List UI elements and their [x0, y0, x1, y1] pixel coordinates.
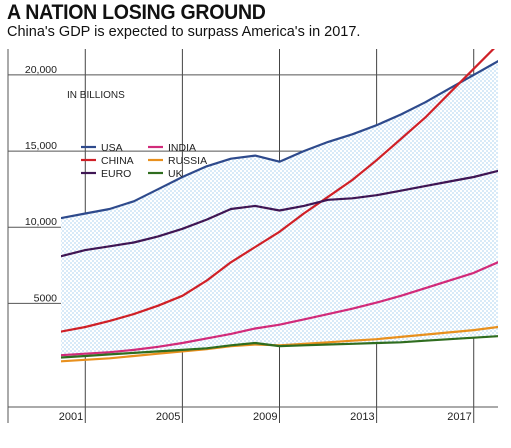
- series-line-uk: [61, 335, 498, 359]
- y-tick-label: 5000: [34, 292, 58, 304]
- chart-title: A NATION LOSING GROUND: [7, 1, 266, 24]
- series-line-usa: [61, 60, 498, 220]
- y-tick-label: 20,000: [25, 64, 57, 76]
- unit-label: IN BILLIONS: [67, 90, 125, 101]
- legend-label-euro: EURO: [101, 168, 131, 180]
- x-tick-label: 2001: [59, 411, 83, 423]
- shaded-band: [61, 61, 498, 358]
- x-tick-label: 2013: [350, 411, 374, 423]
- x-tick-label: 2005: [156, 411, 180, 423]
- y-axis: 5000 10,000 15,000 20,000: [25, 64, 57, 305]
- legend-label-uk: UK: [168, 168, 183, 180]
- legend-label-india: INDIA: [168, 142, 196, 154]
- series-line-euro: [61, 169, 498, 258]
- x-tick-label: 2009: [253, 411, 277, 423]
- legend-label-usa: USA: [101, 142, 123, 154]
- legend-label-russia: RUSSIA: [168, 155, 207, 167]
- chart-subtitle: China's GDP is expected to surpass Ameri…: [7, 24, 361, 40]
- series-line-china: [61, 49, 495, 333]
- legend-label-china: CHINA: [101, 155, 134, 167]
- y-tick-label: 15,000: [25, 140, 57, 152]
- x-tick-label: 2017: [447, 411, 471, 423]
- series-lines: [61, 49, 498, 363]
- x-axis: 2001 2005 2009 2013 2017: [59, 411, 472, 423]
- series-line-india: [61, 261, 498, 357]
- y-tick-label: 10,000: [25, 216, 57, 228]
